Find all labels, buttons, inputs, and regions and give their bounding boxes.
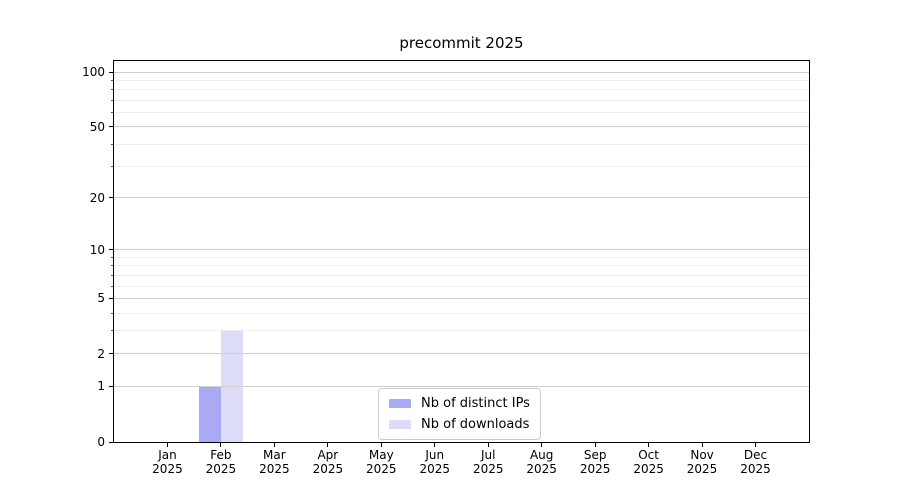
x-tick-label-year: 2025 [152,461,183,476]
x-tick-label: Aug 2025 [510,448,574,476]
bar-series-0 [198,386,221,442]
x-tick-label-year: 2025 [526,461,557,476]
gridline-minor [114,143,809,145]
x-tick-label: Nov 2025 [670,448,734,476]
gridline-minor [114,112,809,113]
gridline-major [114,297,809,299]
x-tick [487,443,489,447]
x-tick [594,443,596,447]
legend-item: Nb of distinct IPs [389,396,530,411]
gridline-major [114,249,809,251]
x-tick-label-month: Mar [263,448,286,462]
x-tick-label-month: Oct [638,448,659,462]
y-tick-label: 50 [89,119,105,134]
x-tick-label-year: 2025 [419,461,451,476]
plot-area: Nb of distinct IPs Nb of downloads [113,60,810,443]
gridline-minor [114,79,809,81]
gridline-minor [114,312,809,314]
x-tick-label-year: 2025 [633,461,664,476]
x-tick-label: Jun 2025 [403,448,467,476]
gridline-minor [114,99,809,101]
x-tick [701,443,703,447]
gridline-minor [114,330,809,332]
x-tick-label-year: 2025 [366,461,397,476]
x-tick-label-year: 2025 [259,461,290,476]
x-tick-label-month: Feb [210,448,232,462]
gridline-major [114,126,809,128]
x-tick-label-month: Nov [690,448,714,462]
legend-swatch [389,399,411,408]
x-tick [434,443,436,447]
x-tick-label: Oct 2025 [617,448,681,476]
x-tick-label-month: Aug [529,448,554,462]
x-tick [273,443,275,447]
x-tick-label: May 2025 [349,448,413,476]
y-tick-label: 5 [97,291,105,306]
y-tick-label: 100 [82,65,105,80]
x-tick-label-month: Jan [158,448,177,462]
gridline-minor [114,274,809,276]
x-tick-label: Feb 2025 [189,448,253,476]
gridline-major [114,197,809,199]
x-tick [380,443,382,447]
x-tick-label-year: 2025 [312,461,344,476]
legend: Nb of distinct IPs Nb of downloads [378,388,541,440]
x-tick-label: Sep 2025 [563,448,627,476]
legend-swatch [389,420,411,429]
x-tick [166,443,168,447]
x-tick-label-year: 2025 [579,461,611,476]
x-tick-label-month: May [368,448,394,462]
x-tick-label-month: Apr [317,448,339,462]
x-tick-label: Mar 2025 [242,448,306,476]
y-tick-label: 0 [97,435,105,449]
gridline-minor [114,265,809,267]
y-tick-label: 20 [89,190,105,205]
x-tick-label: Jan 2025 [135,448,199,476]
gridline-major [114,385,809,387]
x-tick-label-year: 2025 [686,461,718,476]
x-tick [220,443,222,447]
x-tick [541,443,543,447]
y-tick-label: 2 [97,346,105,361]
x-tick-label-month: Dec [743,448,768,462]
gridline-major [114,71,809,73]
legend-label: Nb of distinct IPs [421,396,530,411]
x-tick-label-month: Sep [583,448,607,462]
x-tick-label-year: 2025 [740,461,771,476]
gridline-minor [114,256,809,258]
x-tick-label: Dec 2025 [724,448,788,476]
x-tick-label-month: Jul [480,448,496,462]
gridline-major [114,353,809,355]
x-tick [648,443,650,447]
x-tick-label: Apr 2025 [296,448,360,476]
x-tick [327,443,329,447]
x-tick-label-year: 2025 [472,461,504,476]
y-tick-label: 1 [97,379,105,394]
x-tick-label: Jul 2025 [456,448,520,476]
gridline-minor [114,89,809,91]
y-tick-label: 10 [89,242,105,257]
x-tick-label-year: 2025 [205,461,237,476]
chart-title: precommit 2025 [399,34,524,52]
gridline-minor [114,285,809,287]
gridline-minor [114,166,809,168]
x-tick-label-month: Jun [425,448,445,462]
legend-item: Nb of downloads [389,417,530,432]
legend-label: Nb of downloads [421,417,530,432]
x-tick [755,443,757,447]
